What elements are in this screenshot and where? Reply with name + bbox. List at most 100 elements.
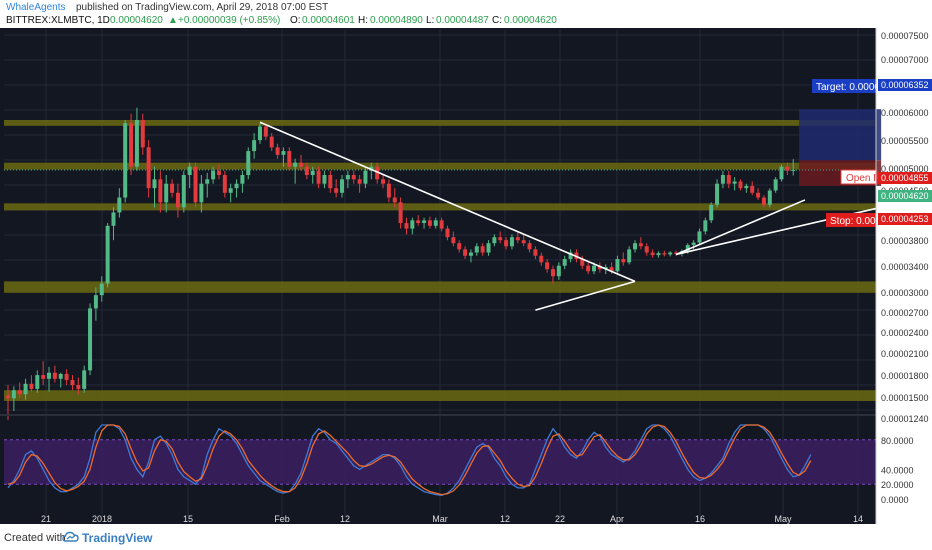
footer: Created with TradingView — [0, 524, 932, 550]
price-axis-tick: 0.00001500 — [881, 393, 929, 403]
candle-body — [773, 179, 778, 191]
candle — [23, 378, 28, 400]
candle-body — [492, 237, 497, 244]
candle-body — [533, 249, 538, 256]
candle — [82, 365, 87, 393]
candle — [492, 234, 497, 247]
candle — [697, 228, 702, 246]
time-axis-tick: 14 — [853, 514, 863, 524]
open-value: 0.00004601 — [302, 15, 355, 26]
author-link[interactable]: WhaleAgents — [6, 2, 66, 13]
candle — [410, 217, 415, 235]
candle-body — [299, 162, 303, 167]
candle-body — [304, 166, 309, 176]
candle-body — [23, 383, 28, 395]
candle — [703, 217, 708, 235]
tradingview-brand[interactable]: TradingView — [82, 531, 153, 545]
support-resistance-zone — [4, 120, 876, 126]
candle-body — [193, 166, 198, 203]
candle-body — [697, 231, 702, 243]
price-axis-highlight-label: 0.00004620 — [881, 191, 929, 201]
candle — [129, 113, 134, 176]
candle — [527, 240, 532, 253]
candle — [621, 252, 626, 266]
candle — [105, 223, 110, 288]
change-arrow-icon: ▲ — [168, 15, 178, 26]
candle — [486, 240, 491, 256]
low-label: L: — [426, 15, 435, 26]
candle-body — [509, 237, 514, 247]
publish-info: published on TradingView.com, April 29, … — [76, 2, 329, 13]
candle — [111, 207, 116, 241]
candle — [662, 250, 667, 257]
candle — [181, 170, 186, 213]
candle — [345, 170, 350, 189]
support-resistance-zone — [4, 203, 876, 211]
candle-body — [11, 390, 16, 399]
created-with-label: Created with — [4, 532, 66, 544]
candle — [11, 386, 16, 411]
support-resistance-zone — [4, 162, 876, 170]
stop-label: Stop: 0.000 — [830, 216, 882, 227]
high-label: H: — [358, 15, 368, 26]
candle-body — [633, 243, 638, 250]
candle — [64, 369, 69, 386]
target-label: Target: 0.0000 — [816, 82, 880, 93]
candle — [756, 188, 761, 200]
candle-body — [597, 265, 602, 270]
candle-body — [433, 220, 438, 226]
candle-body — [322, 175, 327, 184]
candle-body — [527, 243, 532, 250]
candle — [117, 188, 122, 218]
candle-body — [656, 253, 661, 256]
stoch-axis-tick: 40.0000 — [881, 465, 914, 475]
candle-body — [756, 192, 761, 198]
candle — [275, 143, 280, 159]
candle-body — [556, 265, 561, 277]
time-axis-tick: Feb — [274, 514, 290, 524]
candle — [193, 162, 198, 208]
candle — [533, 246, 538, 260]
candle — [170, 179, 175, 198]
time-axis-tick: 12 — [340, 514, 350, 524]
candle — [93, 287, 98, 321]
candle — [35, 370, 40, 393]
candle — [322, 170, 327, 189]
candle — [152, 166, 157, 208]
candle-body — [381, 179, 386, 184]
candle — [433, 217, 438, 229]
candle-body — [328, 175, 333, 189]
candle — [439, 217, 444, 232]
price-axis-highlight-bg — [878, 190, 932, 202]
stoch-d-line — [7, 424, 812, 496]
tradingview-cloud-icon — [62, 531, 79, 542]
candle-body — [480, 246, 485, 253]
candle — [187, 162, 192, 189]
candle-body — [427, 220, 432, 226]
candle — [539, 252, 544, 266]
candle — [545, 259, 550, 273]
stop-label-bg — [826, 213, 876, 227]
target-label-bg — [812, 79, 876, 93]
price-chart[interactable]: Target: 0.0000 Open Pl Stop: 0.000 0.000075… — [0, 28, 932, 524]
candle — [299, 154, 303, 171]
price-axis-highlight-bg — [878, 79, 932, 91]
candle — [164, 175, 169, 213]
candle-body — [539, 255, 544, 263]
close-label: C: — [492, 15, 502, 26]
candle-body — [685, 245, 690, 252]
stoch-axis-tick: 20.0000 — [881, 480, 914, 490]
candle-body — [82, 370, 87, 389]
candle — [316, 166, 321, 189]
candle-body — [398, 202, 403, 224]
candle — [715, 179, 720, 208]
candle — [627, 246, 632, 265]
low-value: 0.00004487 — [436, 15, 489, 26]
time-axis-tick: 2018 — [92, 514, 112, 524]
stoch-axis-tick: 0.0000 — [881, 495, 909, 505]
candle-body — [246, 151, 251, 176]
chart-area[interactable]: Target: 0.0000 Open Pl Stop: 0.000 0.000075… — [0, 28, 932, 524]
candle — [199, 175, 204, 213]
candle-body — [668, 252, 673, 255]
trendline — [675, 199, 806, 256]
